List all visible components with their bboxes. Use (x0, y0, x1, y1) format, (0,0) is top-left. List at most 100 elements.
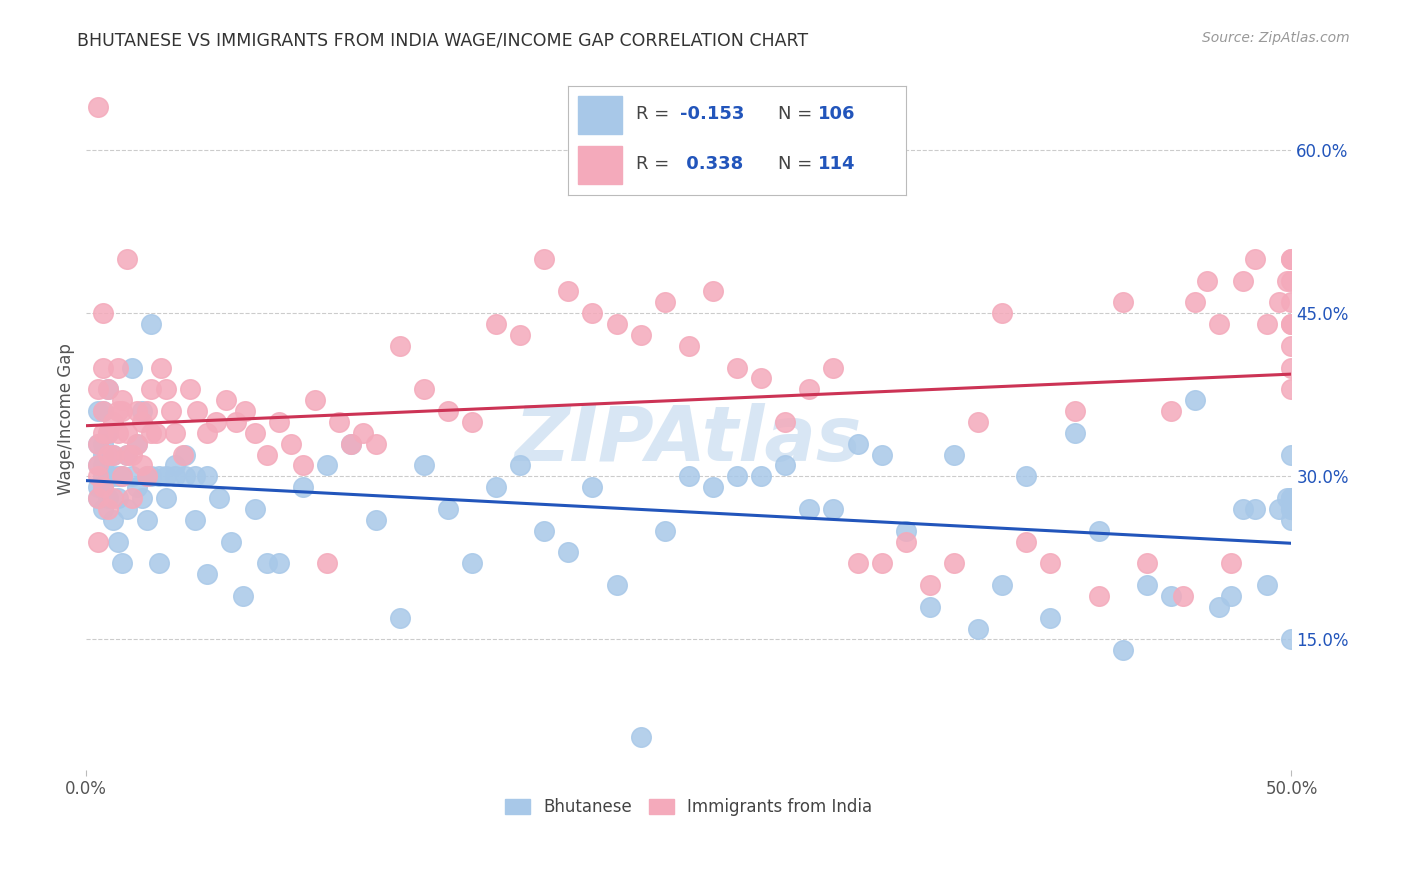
Point (509, 328, 531, 343)
Point (1244, 252, 1267, 266)
Point (340, 436, 363, 450)
Point (1015, 534, 1038, 549)
Point (775, 458, 797, 473)
Point (1197, 274, 1219, 288)
Point (87, 404, 110, 418)
Point (172, 448, 194, 462)
Point (269, 415, 291, 429)
Point (141, 425, 163, 440)
Point (1087, 589, 1109, 603)
Point (165, 458, 187, 473)
Point (292, 458, 315, 473)
Point (135, 404, 157, 418)
Point (823, 360, 845, 375)
Point (91, 360, 114, 375)
Point (461, 557, 484, 571)
Point (131, 404, 153, 418)
Point (485, 317, 508, 331)
Point (155, 469, 177, 483)
Point (1184, 295, 1206, 310)
Point (243, 425, 266, 440)
Point (292, 480, 315, 494)
Point (1244, 502, 1267, 516)
Point (107, 404, 129, 418)
Point (1256, 317, 1278, 331)
Point (141, 317, 163, 331)
Point (654, 295, 676, 310)
Point (131, 458, 153, 473)
Point (87, 534, 110, 549)
Y-axis label: Wage/Income Gap: Wage/Income Gap (58, 343, 75, 495)
Point (91, 469, 114, 483)
Point (1232, 274, 1254, 288)
Point (87, 491, 110, 505)
Point (97, 491, 120, 505)
Point (1281, 360, 1303, 375)
Point (1220, 557, 1243, 571)
Point (1208, 599, 1230, 614)
Point (654, 524, 676, 538)
Point (87, 480, 110, 494)
Text: BHUTANESE VS IMMIGRANTS FROM INDIA WAGE/INCOME GAP CORRELATION CHART: BHUTANESE VS IMMIGRANTS FROM INDIA WAGE/… (77, 31, 808, 49)
Point (991, 306, 1014, 320)
Point (1087, 524, 1109, 538)
Point (630, 328, 652, 343)
Point (823, 502, 845, 516)
Point (1184, 393, 1206, 408)
Point (967, 622, 990, 636)
Point (117, 502, 139, 516)
Point (316, 557, 339, 571)
Point (150, 360, 173, 375)
Point (101, 448, 124, 462)
Point (256, 557, 278, 571)
Point (775, 415, 797, 429)
Point (557, 285, 579, 299)
Legend: Bhutanese, Immigrants from India: Bhutanese, Immigrants from India (496, 790, 880, 825)
Point (91, 480, 114, 494)
Point (533, 524, 555, 538)
Point (943, 448, 966, 462)
Point (208, 491, 231, 505)
Point (97, 425, 120, 440)
Point (918, 599, 941, 614)
Point (509, 458, 531, 473)
Point (101, 448, 124, 462)
Point (870, 448, 893, 462)
Point (97, 469, 120, 483)
Point (256, 448, 278, 462)
Point (117, 252, 139, 266)
Point (340, 436, 363, 450)
Point (179, 382, 201, 396)
Point (1208, 317, 1230, 331)
Point (184, 513, 207, 527)
Point (195, 469, 218, 483)
Point (1281, 513, 1303, 527)
Point (232, 589, 254, 603)
Point (107, 491, 129, 505)
Point (91, 425, 114, 440)
Point (195, 567, 218, 582)
Point (141, 469, 163, 483)
Point (412, 458, 434, 473)
Text: Source: ZipAtlas.com: Source: ZipAtlas.com (1202, 31, 1350, 45)
Point (1160, 589, 1182, 603)
Point (125, 480, 148, 494)
Point (749, 371, 772, 385)
Point (107, 425, 129, 440)
Point (148, 557, 170, 571)
Point (437, 404, 460, 418)
Point (235, 404, 257, 418)
Point (135, 469, 157, 483)
Point (111, 469, 134, 483)
Point (702, 480, 724, 494)
Point (91, 502, 114, 516)
Point (1281, 491, 1303, 505)
Point (111, 393, 134, 408)
Point (725, 360, 748, 375)
Point (186, 404, 208, 418)
Point (1275, 274, 1298, 288)
Point (125, 436, 148, 450)
Point (1039, 557, 1062, 571)
Point (280, 436, 302, 450)
Point (388, 339, 411, 353)
